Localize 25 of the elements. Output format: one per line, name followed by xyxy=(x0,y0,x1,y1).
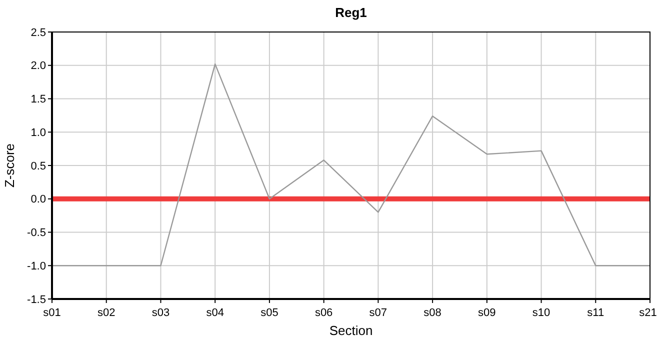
y-tick-label: -1.5 xyxy=(27,294,46,306)
x-tick-label: s09 xyxy=(478,307,496,319)
x-axis-title: Section xyxy=(329,323,373,338)
chart-title: Reg1 xyxy=(335,5,367,20)
y-tick-label: 2.5 xyxy=(30,26,46,39)
x-tick-label: s03 xyxy=(152,307,170,319)
x-tick-label: s08 xyxy=(424,307,442,319)
y-tick-label: 1.0 xyxy=(30,126,46,139)
x-tick-label: s04 xyxy=(206,307,224,319)
x-tick-label: s05 xyxy=(260,307,278,319)
y-tick-label: 1.5 xyxy=(30,94,46,106)
x-tick-label: s11 xyxy=(587,307,604,319)
x-tick-label: s21 xyxy=(639,307,657,319)
y-tick-label: 2.0 xyxy=(30,60,46,72)
line-series xyxy=(51,63,651,266)
x-tick-label: s06 xyxy=(314,307,333,319)
y-tick-label: 0.0 xyxy=(30,194,46,206)
y-tick-label: -1.0 xyxy=(27,260,46,272)
y-tick-label: -0.5 xyxy=(27,227,46,240)
y-axis-title: Z-score xyxy=(2,143,17,188)
y-tick-label: 0.5 xyxy=(30,160,46,172)
x-tick-label: s10 xyxy=(532,307,550,319)
x-tick-label: s01 xyxy=(43,307,61,319)
x-tick-label: s07 xyxy=(369,307,388,319)
x-tick-label: s02 xyxy=(97,307,116,319)
